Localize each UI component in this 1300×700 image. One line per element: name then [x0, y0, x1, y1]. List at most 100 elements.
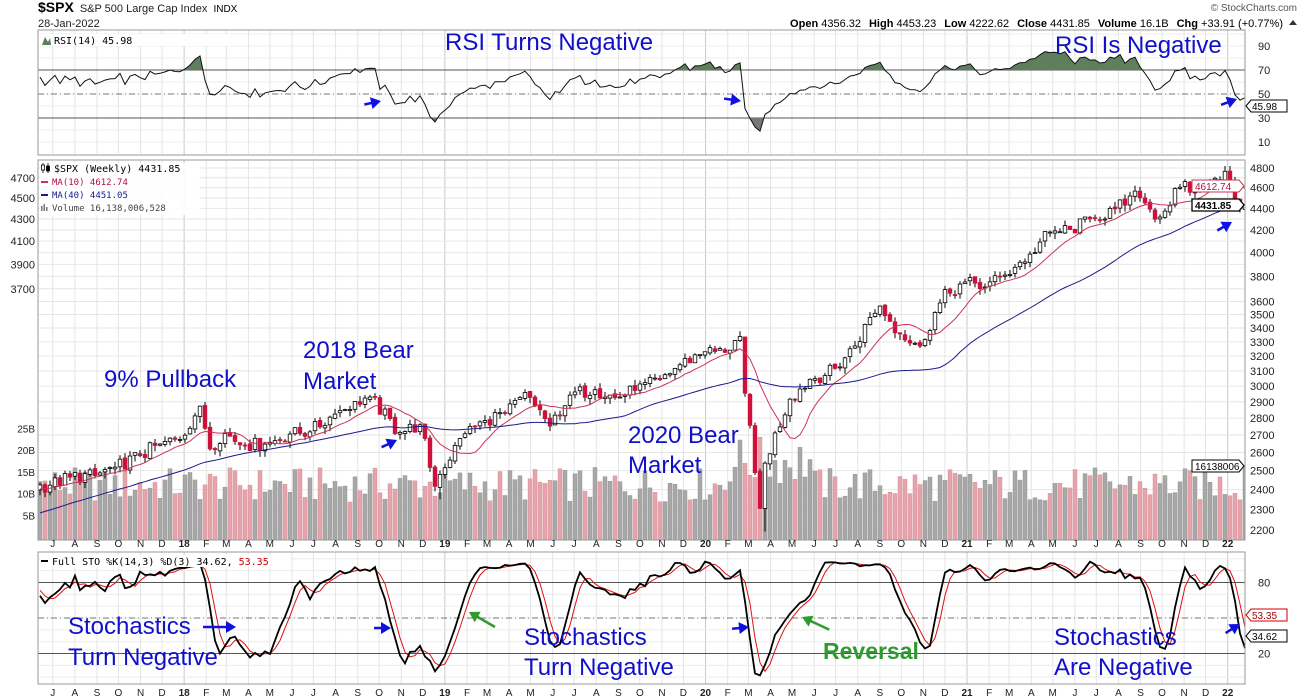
x-axis-label: D	[419, 688, 426, 699]
candle	[212, 447, 218, 455]
x-axis-label: J	[1072, 539, 1077, 550]
candle	[942, 285, 948, 308]
candle-body	[367, 396, 373, 400]
x-axis-label: O	[375, 688, 383, 699]
stoch-d-badge: 53.35	[1245, 608, 1288, 622]
candle-body	[447, 459, 453, 468]
volume-bar	[172, 493, 178, 540]
candle-body	[822, 375, 828, 384]
volume-bar	[772, 459, 778, 540]
candle-body	[677, 364, 683, 371]
volume-bar	[102, 469, 108, 540]
candle	[692, 353, 698, 364]
volume-bar	[157, 498, 163, 540]
volume-bar	[777, 483, 783, 540]
volume-bars	[38, 437, 1245, 540]
volume-bar	[707, 494, 713, 540]
candle	[1042, 230, 1048, 247]
volume-bar	[732, 466, 738, 540]
volume-bar	[682, 490, 688, 540]
x-axis-label: F	[725, 688, 731, 699]
x-axis-label: F	[464, 539, 470, 550]
volume-bar	[1077, 498, 1083, 540]
x-axis-label: J	[812, 539, 817, 550]
candle-body	[457, 438, 463, 447]
rsi-axis-label: 30	[1258, 113, 1270, 125]
candle	[1062, 220, 1068, 234]
candle	[177, 436, 183, 444]
volume-bar	[687, 499, 693, 540]
volume-bar	[1232, 492, 1238, 540]
volume-bar	[972, 482, 978, 540]
candle	[92, 463, 98, 479]
x-axis-label: S	[615, 688, 622, 699]
volume-bar	[992, 470, 998, 540]
volume-bar	[197, 499, 203, 540]
candle	[717, 346, 723, 351]
volume-bar	[937, 474, 943, 540]
candle-body	[1002, 274, 1008, 277]
volume-bar	[237, 485, 243, 540]
candle	[1117, 199, 1123, 214]
volume-bar	[427, 481, 433, 540]
candle	[587, 391, 593, 405]
x-axis-label: F	[986, 688, 992, 699]
volume-bar	[562, 470, 568, 540]
candle-body	[642, 382, 648, 385]
volume-bar	[1007, 492, 1013, 540]
volume-bar	[407, 480, 413, 540]
candle-body	[502, 412, 508, 414]
x-axis-label: A	[1028, 688, 1035, 699]
candle-body	[232, 435, 238, 442]
candle-body	[967, 277, 973, 282]
x-axis-label: J	[50, 688, 55, 699]
volume-axis-label: 10B	[17, 490, 35, 501]
candle	[297, 422, 303, 436]
x-axis-label: N	[920, 688, 927, 699]
green-arrow-icon	[464, 605, 500, 634]
candle	[902, 330, 908, 343]
volume-bar	[837, 497, 843, 540]
volume-value-badge: 16138006	[1191, 459, 1245, 473]
rsi-value-badge: 45.98	[1245, 99, 1288, 113]
candle	[1137, 186, 1143, 202]
volume-axis-label: 20B	[17, 446, 35, 457]
x-axis-label: N	[398, 688, 405, 699]
candle	[247, 439, 253, 452]
candle-body	[1132, 190, 1138, 197]
candle-body	[117, 458, 123, 468]
svg-text:53.35: 53.35	[1252, 611, 1277, 622]
candle	[102, 467, 108, 479]
volume-bar	[1182, 468, 1188, 540]
annotation-rsi-turns-negative: RSI Turns Negative	[445, 29, 653, 56]
volume-bar	[717, 485, 723, 540]
stockcharts-logo: © StockCharts.com	[1211, 3, 1297, 14]
candle	[292, 427, 298, 436]
candle	[512, 397, 518, 409]
candle-body	[1212, 177, 1218, 181]
candle-body	[552, 414, 558, 426]
volume-bar	[327, 488, 333, 540]
x-axis-label: O	[115, 539, 123, 550]
x-axis-label: J	[50, 539, 55, 550]
volume-bar	[517, 475, 523, 540]
candle-body	[912, 342, 918, 345]
candle-body	[557, 414, 563, 417]
candle	[1072, 228, 1078, 234]
candle-body	[287, 433, 293, 443]
volume-bar	[652, 492, 658, 540]
candle	[272, 435, 278, 446]
candle	[1162, 208, 1168, 219]
candle-body	[302, 433, 308, 437]
candle	[482, 415, 488, 427]
candle-body	[647, 377, 653, 384]
candle	[862, 323, 868, 348]
x-axis-label: F	[725, 539, 731, 550]
volume-bar	[857, 498, 863, 540]
x-axis-label: O	[636, 539, 644, 550]
candle-body	[107, 467, 113, 469]
candle-body	[177, 439, 183, 441]
price-axis-label: 4800	[1250, 163, 1274, 175]
candle-body	[1042, 231, 1048, 242]
candle-body	[147, 442, 153, 459]
